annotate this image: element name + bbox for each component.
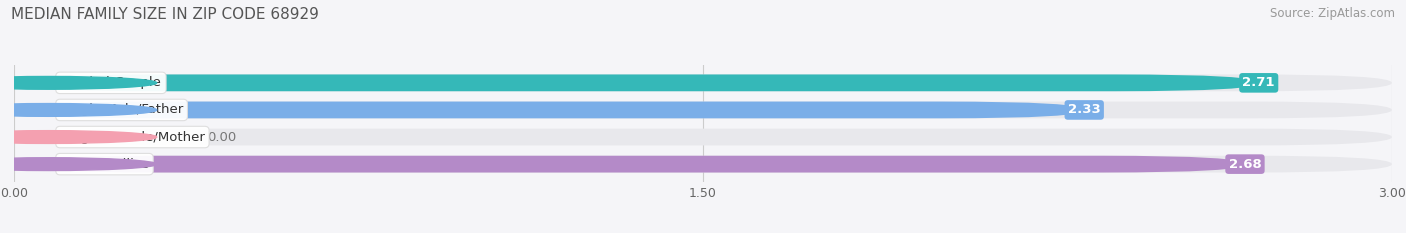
- FancyBboxPatch shape: [14, 102, 1084, 118]
- FancyBboxPatch shape: [14, 75, 1392, 91]
- Text: 2.68: 2.68: [1229, 158, 1261, 171]
- Text: 2.71: 2.71: [1243, 76, 1275, 89]
- Circle shape: [0, 103, 156, 116]
- FancyBboxPatch shape: [14, 156, 1392, 172]
- FancyBboxPatch shape: [14, 129, 1392, 145]
- Circle shape: [0, 76, 156, 89]
- FancyBboxPatch shape: [14, 102, 1392, 118]
- Text: Married-Couple: Married-Couple: [60, 76, 162, 89]
- FancyBboxPatch shape: [14, 156, 1244, 172]
- Text: MEDIAN FAMILY SIZE IN ZIP CODE 68929: MEDIAN FAMILY SIZE IN ZIP CODE 68929: [11, 7, 319, 22]
- Circle shape: [0, 158, 156, 171]
- FancyBboxPatch shape: [14, 75, 1258, 91]
- Text: Single Female/Mother: Single Female/Mother: [60, 130, 205, 144]
- Circle shape: [0, 131, 156, 144]
- Text: Single Male/Father: Single Male/Father: [60, 103, 183, 116]
- Text: 0.00: 0.00: [207, 130, 236, 144]
- Text: 2.33: 2.33: [1067, 103, 1101, 116]
- Text: Total Families: Total Families: [60, 158, 149, 171]
- Text: Source: ZipAtlas.com: Source: ZipAtlas.com: [1270, 7, 1395, 20]
